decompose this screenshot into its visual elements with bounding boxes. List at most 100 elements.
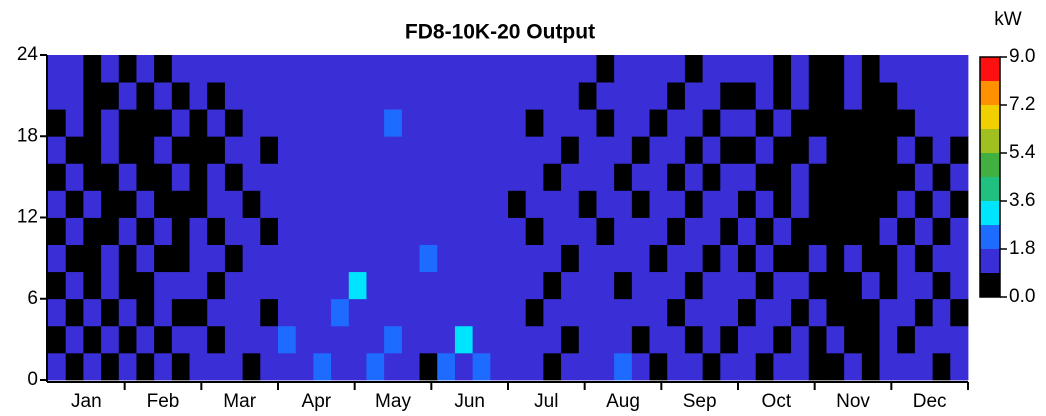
heat-cell [207, 190, 226, 218]
heat-cell [525, 271, 544, 300]
heat-cell [224, 271, 244, 300]
heat-cell [720, 325, 739, 354]
heat-cell [224, 82, 244, 110]
colorbar-swatch [980, 249, 1000, 273]
heat-cell [278, 190, 297, 218]
heat-cell [260, 244, 279, 273]
heat-cell [738, 109, 757, 137]
heat-cell [437, 244, 456, 273]
heat-cell [242, 136, 261, 164]
heat-cell [348, 352, 367, 381]
heat-cell [667, 244, 686, 273]
heat-cell [702, 271, 721, 300]
heat-cell [224, 325, 244, 354]
heat-cell [384, 271, 403, 300]
heat-cell [101, 298, 120, 327]
heat-cell [578, 352, 597, 381]
heat-cell [950, 298, 969, 327]
heat-cell [313, 163, 332, 191]
heat-cell [525, 217, 544, 245]
heat-cell [154, 109, 173, 137]
heat-cell [508, 136, 527, 164]
heat-cell [649, 163, 668, 191]
heat-cell [224, 217, 244, 245]
heat-cell [826, 136, 845, 164]
heat-cell [48, 298, 67, 327]
heat-cell [171, 190, 190, 218]
heat-cell [118, 190, 137, 218]
heat-cell [454, 352, 474, 381]
heat-cell [932, 109, 951, 137]
heat-cell [207, 298, 226, 327]
heat-cell [543, 55, 562, 83]
heat-cell [738, 244, 757, 273]
heat-cell [950, 271, 969, 300]
colorbar-swatch [980, 201, 1000, 225]
heat-cell [472, 82, 491, 110]
heat-cell [755, 244, 774, 273]
y-tick-label: 12 [17, 207, 38, 228]
heat-cell [490, 352, 509, 381]
heat-cell [808, 109, 827, 137]
heat-cell [83, 244, 102, 273]
heat-cell [366, 136, 385, 164]
heat-cell [207, 163, 226, 191]
heat-cell [596, 109, 615, 137]
heat-cell [295, 136, 314, 164]
heat-cell [649, 244, 668, 273]
heat-cell [755, 136, 774, 164]
heat-cell [826, 163, 845, 191]
heat-cell [649, 82, 668, 110]
heat-cell [578, 190, 597, 218]
heat-cell [897, 82, 916, 110]
heat-cell [649, 136, 668, 164]
heat-cell [278, 136, 297, 164]
heat-cell [48, 109, 67, 137]
heat-cell [897, 163, 916, 191]
heat-cell [755, 109, 774, 137]
heat-cell [755, 82, 774, 110]
heat-cell [437, 352, 456, 381]
heat-cell [419, 163, 438, 191]
heat-cell [260, 136, 279, 164]
heat-cell [578, 82, 597, 110]
heat-cell [260, 271, 279, 300]
heat-cell [295, 55, 314, 83]
heat-cell [614, 190, 633, 218]
heat-cell [684, 55, 704, 83]
heat-cell [136, 82, 155, 110]
heat-cell [419, 82, 438, 110]
heat-cell [101, 325, 120, 354]
heat-cell [490, 217, 509, 245]
heat-cell [154, 55, 173, 83]
y-tick-label: 6 [27, 288, 38, 309]
heat-cell [614, 352, 633, 381]
heat-cell [189, 190, 208, 218]
heat-cell [508, 190, 527, 218]
heat-cell [508, 352, 527, 381]
heat-cell [826, 55, 845, 83]
heat-cell [932, 217, 951, 245]
heat-cell [508, 163, 527, 191]
heat-cell [331, 55, 350, 83]
heat-cell [401, 298, 420, 327]
heat-cell [702, 298, 721, 327]
heat-cell [260, 190, 279, 218]
heat-cell [366, 190, 385, 218]
heat-cell [543, 217, 562, 245]
heat-cell [401, 271, 420, 300]
heat-cell [83, 136, 102, 164]
heat-cell [189, 136, 208, 164]
heat-cell [437, 82, 456, 110]
heat-cell [826, 217, 845, 245]
heat-cell [561, 136, 580, 164]
heat-cell [101, 82, 120, 110]
heat-cell [189, 55, 208, 83]
heat-cell [207, 55, 226, 83]
heat-cell [773, 82, 792, 110]
heat-cell [808, 136, 827, 164]
heat-cell [914, 190, 934, 218]
heat-cell [738, 136, 757, 164]
colorbar-swatch [980, 153, 1000, 177]
heat-cell [401, 163, 420, 191]
